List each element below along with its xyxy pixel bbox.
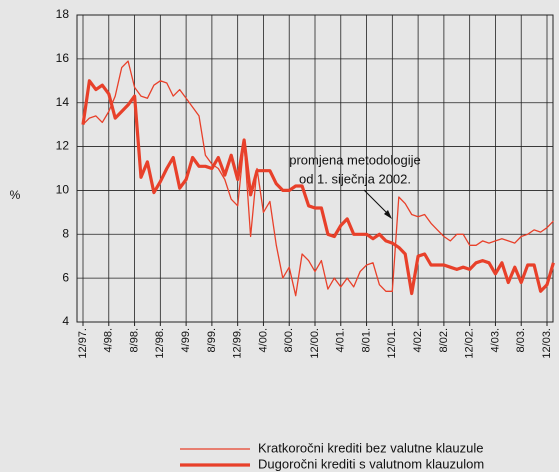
x-tick-label: 4/98. <box>103 328 115 352</box>
y-tick-label: 4 <box>62 314 69 328</box>
legend-label: Kratkoročni krediti bez valutne klauzule <box>258 440 483 455</box>
y-tick-label: 8 <box>62 226 69 240</box>
x-tick-label: 8/99. <box>206 328 218 352</box>
plot-frame <box>76 14 554 323</box>
x-tick-label: 12/97. <box>77 328 89 359</box>
x-tick-label: 8/98. <box>128 328 140 352</box>
series-line <box>82 60 554 297</box>
x-tick-label: 8/00. <box>283 328 295 352</box>
x-tick-label: 12/99. <box>232 328 244 359</box>
y-tick-label: 10 <box>56 183 70 197</box>
y-tick-label: 12 <box>56 139 70 153</box>
x-tick-label: 8/03. <box>515 328 527 352</box>
y-axis-label: % <box>10 188 21 202</box>
y-tick-label: 18 <box>56 7 70 21</box>
x-tick-label: 12/03. <box>541 328 553 359</box>
x-tick-label: 4/03. <box>489 328 501 352</box>
x-tick-label: 4/01. <box>335 328 347 352</box>
annotation: promjena metodologije <box>289 152 421 167</box>
x-tick-label: 4/99. <box>180 328 192 352</box>
legend-label: Dugoročni krediti s valutnom klauzulom <box>258 456 484 471</box>
x-tick-label: 8/01. <box>360 328 372 352</box>
y-tick-label: 14 <box>56 95 70 109</box>
x-tick-label: 4/02. <box>412 328 424 352</box>
x-tick-label: 12/02. <box>464 328 476 359</box>
series-line <box>81 79 555 296</box>
y-tick-label: 6 <box>62 270 69 284</box>
annotation-arrowhead <box>384 210 392 219</box>
annotation: od 1. siječnja 2002. <box>299 171 411 186</box>
annotation-arrow <box>363 189 391 217</box>
x-tick-label: 8/02. <box>438 328 450 352</box>
y-tick-label: 16 <box>56 51 70 65</box>
x-tick-label: 4/00. <box>257 328 269 352</box>
x-tick-label: 12/01. <box>386 328 398 359</box>
x-tick-label: 12/98. <box>154 328 166 359</box>
x-tick-label: 12/00. <box>309 328 321 359</box>
